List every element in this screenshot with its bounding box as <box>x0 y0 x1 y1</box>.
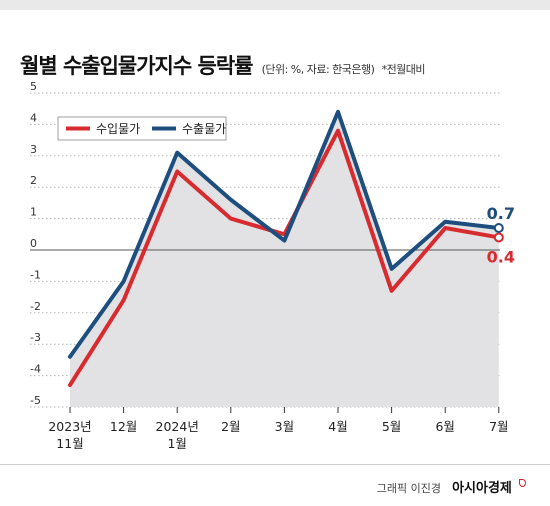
y-tick-label: 5 <box>30 80 37 93</box>
import-end-label: 0.4 <box>487 247 515 266</box>
y-tick-label: 4 <box>30 111 37 124</box>
legend-box <box>57 116 227 141</box>
area-fill <box>70 111 499 407</box>
chart-title: 월별 수출입물가지수 등락률 <box>20 54 253 78</box>
chart-subtitle: (단위: %, 자료: 한국은행) <box>261 63 375 76</box>
x-tick-label: 2023년 <box>48 419 91 434</box>
export-series-line <box>68 109 501 359</box>
y-tick-label: 1 <box>30 206 37 219</box>
brand-logo: 아시아경제 <box>452 481 512 496</box>
import-end-marker <box>493 232 504 243</box>
y-tick-label: -2 <box>30 300 41 313</box>
line-chart: 5 4 3 2 1 0 -1 -2 -3 -4 -5 0.7 0.4 2023년 11월 12월 2024년 1월… <box>30 80 515 451</box>
legend-label-import: 수입물가 <box>96 122 140 136</box>
x-tick-label: 2024년 <box>156 419 199 434</box>
x-tick-label: 7월 <box>489 419 508 434</box>
x-tick-label: 4월 <box>328 419 347 434</box>
y-tick-label: -5 <box>30 394 41 407</box>
import-series-line <box>68 128 501 388</box>
brand-mark-icon <box>519 479 526 487</box>
footer: 그래픽 이진경 아시아경제 <box>0 464 550 506</box>
legend-label-export: 수출물가 <box>182 122 226 136</box>
y-tick-label: 3 <box>30 143 37 156</box>
x-tick-label: 3월 <box>275 419 294 434</box>
y-tick-label: -4 <box>30 363 41 376</box>
top-bar <box>0 0 550 10</box>
y-tick-label: 2 <box>30 174 37 187</box>
x-tick-label: 2월 <box>221 419 240 434</box>
credit: 그래픽 이진경 아시아경제 <box>377 477 526 496</box>
x-tick-label: 5월 <box>382 419 401 434</box>
y-tick-label: -1 <box>30 268 41 281</box>
x-tick-label: 1월 <box>167 436 186 451</box>
y-tick-label: -3 <box>30 331 41 344</box>
credit-label: 그래픽 이진경 <box>376 482 441 495</box>
x-tick-label: 12월 <box>110 419 137 434</box>
x-tick-label: 6월 <box>435 419 454 434</box>
x-tick-label: 11월 <box>56 436 83 451</box>
chart-header: 월별 수출입물가지수 등락률 (단위: %, 자료: 한국은행) *전월대비 <box>20 50 426 80</box>
y-tick-label: 0 <box>30 237 37 250</box>
chart-note: *전월대비 <box>381 63 426 76</box>
export-end-label: 0.7 <box>487 204 515 223</box>
export-end-marker <box>493 223 504 234</box>
